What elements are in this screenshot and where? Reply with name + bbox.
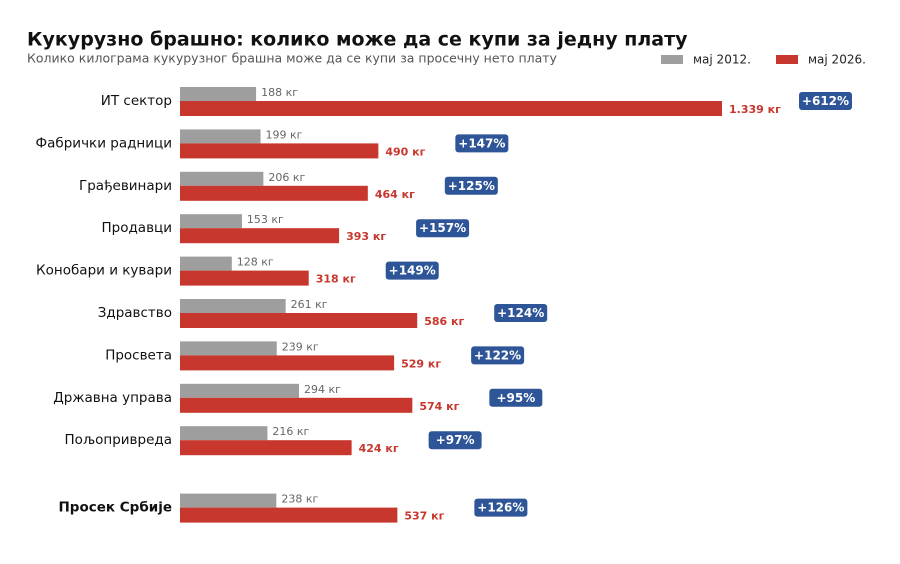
bar-2026 [180,185,368,201]
category-label: Конобари и кувари [36,263,172,279]
value-label-2012: 199 кг [266,128,303,141]
value-label-2012: 216 кг [272,425,309,438]
bar-2012 [180,214,242,229]
value-label-2012: 239 кг [282,340,319,353]
change-badge [471,346,525,365]
bar-2012 [180,129,261,144]
value-label-2012: 206 кг [268,171,305,184]
change-label: +612% [802,94,849,108]
change-label: +95% [496,391,535,405]
bar-2012 [180,383,300,398]
change-label: +149% [389,264,436,278]
bar-2026 [180,270,309,286]
category-label: Продавци [101,220,172,236]
change-badge [444,176,498,195]
value-label-2026: 424 кг [359,442,399,455]
bar-2012 [180,256,232,271]
value-label-2012: 188 кг [261,86,298,99]
change-badge [474,498,528,517]
legend-label: мај 2026. [808,53,866,67]
legend-swatch [661,55,683,64]
bar-2026 [180,440,352,456]
value-label-2012: 238 кг [281,493,318,506]
value-label-2026: 574 кг [419,400,459,413]
category-label: Просек Србије [59,500,173,516]
change-label: +97% [436,433,475,447]
bar-2026 [180,397,413,413]
change-label: +122% [474,348,521,362]
bar-2012 [180,87,257,101]
change-badge [494,304,548,322]
legend-label: мај 2012. [693,53,751,67]
value-label-2012: 128 кг [237,256,274,269]
change-label: +126% [477,501,524,515]
bar-2012 [180,171,264,186]
value-label-2026: 464 кг [375,188,415,201]
value-label-2026: 393 кг [346,230,386,243]
value-label-2026: 586 кг [424,315,464,328]
category-label: Здравство [98,305,172,321]
value-label-2026: 1.339 кг [729,103,781,116]
change-badge [416,219,470,238]
change-badge [489,388,543,407]
change-badge [428,431,482,450]
change-badge [799,92,852,110]
category-label: Пољопривреда [65,432,172,448]
category-label: Државна управа [53,390,172,406]
bar-2012 [180,341,277,356]
bar-2012 [180,426,268,441]
change-label: +125% [448,179,495,193]
bar-2026 [180,507,398,523]
category-label: ИТ сектор [101,93,172,109]
change-badge [385,261,439,280]
value-label-2012: 294 кг [304,383,341,396]
chart-title: Кукурузно брашно: колико може да се купи… [27,29,688,51]
bar-2026 [180,313,418,328]
bar-2026 [180,355,395,371]
category-label: Грађевинари [79,178,172,194]
change-label: +124% [497,306,544,320]
value-label-2026: 537 кг [404,510,444,523]
change-label: +157% [419,221,466,235]
value-label-2012: 261 кг [291,298,328,311]
bar-2026 [180,143,379,159]
category-label: Просвета [105,347,172,363]
bar-2012 [180,299,286,313]
bar-2012 [180,493,277,508]
value-label-2026: 529 кг [401,357,441,370]
bar-2026 [180,101,722,116]
value-label-2026: 318 кг [316,273,356,286]
change-badge [455,134,509,153]
value-label-2012: 153 кг [247,213,284,226]
value-label-2026: 490 кг [385,145,425,158]
chart-subtitle: Колико килограма кукурузног брашна може … [27,51,558,66]
change-label: +147% [458,136,505,150]
legend-swatch [776,55,798,64]
bar-2026 [180,228,340,244]
category-label: Фабрички радници [36,135,173,151]
